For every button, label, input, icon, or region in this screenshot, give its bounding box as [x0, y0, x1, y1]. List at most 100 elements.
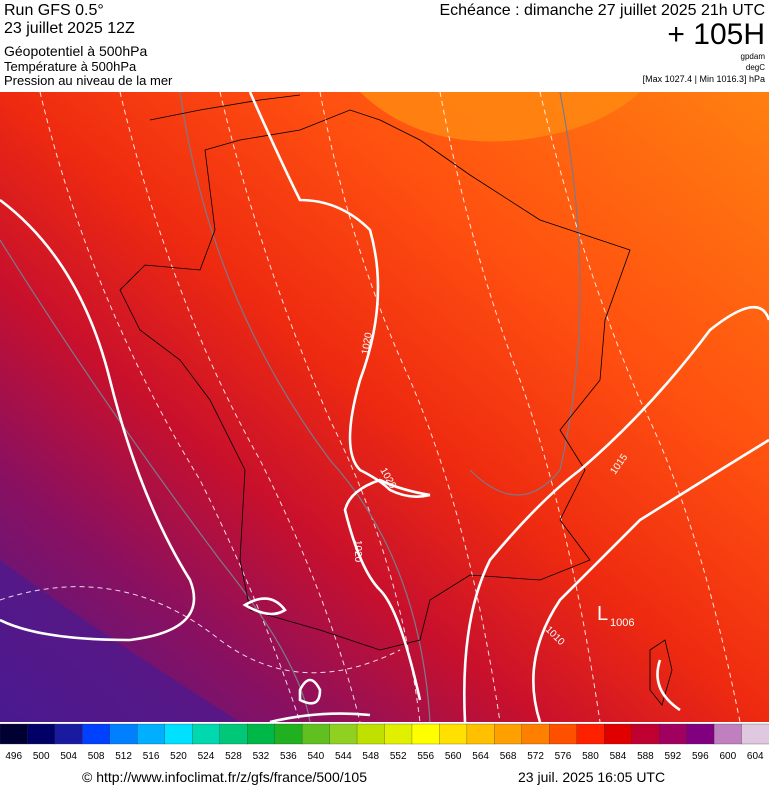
- colorbar-label: 560: [445, 751, 462, 762]
- colorbar-swatch: [631, 723, 660, 745]
- colorbar-label: 588: [637, 751, 654, 762]
- temp-contour: [319, 91, 501, 723]
- isobar-label: 1020: [360, 331, 375, 355]
- colorbar-label: 508: [88, 751, 105, 762]
- colorbar-swatch: [549, 723, 578, 745]
- colorbar-label: 528: [225, 751, 242, 762]
- isobar: [248, 91, 431, 498]
- colorbar-swatch: [54, 723, 84, 745]
- colorbar-swatch: [0, 723, 29, 745]
- colorbar-label: 604: [747, 751, 764, 762]
- run-date: 23 juillet 2025 12Z: [4, 20, 135, 37]
- colorbar-swatch: [329, 723, 358, 745]
- colorbar-label: 548: [362, 751, 379, 762]
- forecast-date: Echéance : dimanche 27 juillet 2025 21h …: [439, 2, 765, 19]
- temp-contour: [219, 91, 421, 723]
- map: 1020 1020 1020 1015 1010 L 1006: [0, 91, 769, 724]
- geopotential-contour: [179, 91, 431, 723]
- colorbar-label: 504: [60, 751, 77, 762]
- isobar-label: 1020: [352, 540, 363, 563]
- colorbar-swatch: [384, 723, 413, 745]
- colorbar-label: 516: [143, 751, 160, 762]
- colorbar-swatch: [411, 723, 441, 745]
- colorbar-swatch: [109, 723, 138, 745]
- colorbar-swatch: [466, 723, 496, 745]
- colorbar-label: 524: [198, 751, 215, 762]
- colorbar-label: 556: [417, 751, 434, 762]
- colorbar-swatch: [82, 723, 111, 745]
- isobar: [343, 478, 431, 701]
- colorbar-label: 512: [115, 751, 132, 762]
- colorbar-label: 536: [280, 751, 297, 762]
- warm-area: [360, 92, 640, 142]
- temp-contour: [439, 91, 601, 723]
- colorbar-swatch: [741, 723, 769, 745]
- colorbar-label: 584: [610, 751, 627, 762]
- colorbar-label: 568: [500, 751, 517, 762]
- temp-contour: [119, 91, 361, 723]
- colorbar-swatch: [164, 723, 193, 745]
- field-title: Géopotentiel à 500hPa: [4, 43, 147, 59]
- colorbar-swatch: [219, 723, 248, 745]
- field-subtitle: Température à 500hPa: [4, 59, 137, 74]
- colorbar-swatch: [356, 723, 386, 745]
- colorbar-label: 540: [307, 751, 324, 762]
- colorbar-label: 532: [253, 751, 270, 762]
- isobar: [298, 678, 322, 705]
- cold-area: [0, 560, 240, 722]
- colorbar-label: 600: [719, 751, 736, 762]
- isobar: [532, 438, 769, 723]
- unit-label: gpdam: [741, 52, 766, 61]
- colorbar-swatch: [521, 723, 550, 745]
- corsica-outline: [649, 639, 673, 706]
- colorbar-swatch: [576, 723, 605, 745]
- run-title: Run GFS 0.5°: [4, 2, 104, 19]
- isobar: [242, 597, 287, 616]
- colorbar-label: 592: [665, 751, 682, 762]
- temp-contour: [0, 586, 401, 674]
- colorbar-swatch: [439, 723, 468, 745]
- unit-label: degC: [746, 63, 765, 72]
- isobar: [462, 305, 769, 723]
- colorbar-swatch: [192, 723, 221, 745]
- colorbar-label: 596: [692, 751, 709, 762]
- low-marker: L: [597, 603, 608, 625]
- colorbar-label: 496: [5, 751, 22, 762]
- colorbar: 496 500 504 508 512 516 520 524 528 532 536 540 544 5…: [0, 723, 769, 762]
- colorbar-swatch: [686, 723, 715, 745]
- temp-contour: [39, 91, 301, 723]
- colorbar-label: 544: [335, 751, 352, 762]
- geopotential-contour: [0, 239, 311, 723]
- colorbar-swatch: [27, 723, 56, 745]
- field-subtitle: Pression au niveau de la mer: [4, 73, 173, 88]
- france-outline: [119, 109, 631, 651]
- isobar: [269, 712, 371, 724]
- map-background: [0, 92, 769, 722]
- colorbar-swatch: [494, 723, 523, 745]
- low-value: 1006: [610, 617, 634, 629]
- colorbar-label: 552: [390, 751, 407, 762]
- colorbar-label: 576: [555, 751, 572, 762]
- colorbar-label: 500: [33, 751, 50, 762]
- colorbar-label: 564: [472, 751, 489, 762]
- colorbar-swatch: [137, 723, 166, 745]
- geopotential-contour: [469, 91, 581, 496]
- colorbar-swatch: [658, 723, 688, 745]
- colorbar-swatch: [604, 723, 633, 745]
- colorbar-swatch: [713, 723, 743, 745]
- colorbar-swatch: [247, 723, 276, 745]
- source-url: © http://www.infoclimat.fr/z/gfs/france/…: [82, 769, 367, 785]
- colorbar-label: 580: [582, 751, 599, 762]
- timestamp: 23 juil. 2025 16:05 UTC: [518, 769, 665, 785]
- isobar: [656, 659, 681, 712]
- colorbar-swatch: [274, 723, 303, 745]
- colorbar-swatch: [301, 723, 331, 745]
- isobar: [0, 198, 196, 642]
- pressure-range: [Max 1027.4 | Min 1016.3] hPa: [643, 74, 765, 84]
- uk-coast: [149, 94, 301, 121]
- forecast-offset: + 105H: [667, 18, 765, 51]
- temp-contour: [539, 91, 741, 723]
- colorbar-label: 572: [527, 751, 544, 762]
